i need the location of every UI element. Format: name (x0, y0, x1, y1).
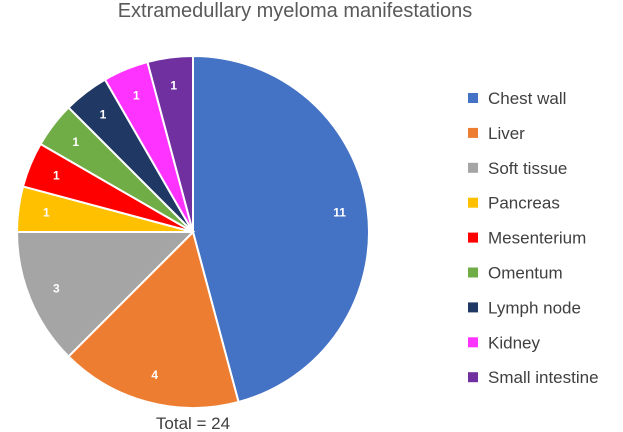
legend-swatch-omentum (468, 267, 478, 278)
legend-label-chest-wall: Chest wall (488, 89, 566, 108)
legend-swatch-chest-wall (468, 93, 478, 103)
legend-label-soft-tissue: Soft tissue (488, 159, 567, 178)
data-label-lymph-node: 1 (100, 108, 107, 122)
legend-swatch-kidney (468, 337, 478, 348)
data-label-chest-wall: 11 (333, 206, 346, 220)
data-label-soft-tissue: 3 (53, 282, 60, 296)
data-label-mesenterium: 1 (53, 168, 60, 182)
legend-swatch-small-intestine (468, 372, 478, 383)
legend: Chest wall Liver Soft tissue Pancreas Mesent… (468, 89, 599, 387)
data-label-kidney: 1 (133, 88, 140, 102)
legend-label-small-intestine: Small intestine (488, 368, 599, 387)
pie-slice-chest-wall (192, 54, 370, 404)
legend-swatch-liver (468, 127, 478, 138)
pie-slices (15, 54, 370, 409)
legend-swatch-pancreas (468, 197, 478, 208)
data-label-small-intestine: 1 (170, 78, 177, 92)
legend-label-lymph-node: Lymph node (488, 298, 581, 317)
legend-label-liver: Liver (488, 124, 525, 143)
pie-slice-small-intestine (146, 54, 194, 233)
data-label-pancreas: 1 (43, 206, 50, 220)
legend-label-omentum: Omentum (488, 264, 563, 283)
chart-title: Extramedullary myeloma manifestations (118, 0, 473, 22)
legend-swatch-mesenterium (468, 232, 478, 243)
legend-label-kidney: Kidney (488, 333, 540, 352)
legend-swatch-soft-tissue (468, 162, 478, 173)
data-label-omentum: 1 (72, 135, 79, 149)
data-label-liver: 4 (151, 368, 158, 382)
legend-label-mesenterium: Mesenterium (488, 229, 586, 248)
pie-slice-liver (67, 230, 240, 409)
pie-slice-soft-tissue (15, 231, 196, 358)
legend-swatch-lymph-node (468, 302, 478, 313)
total-label: Total = 24 (156, 414, 230, 432)
legend-label-pancreas: Pancreas (488, 194, 560, 213)
